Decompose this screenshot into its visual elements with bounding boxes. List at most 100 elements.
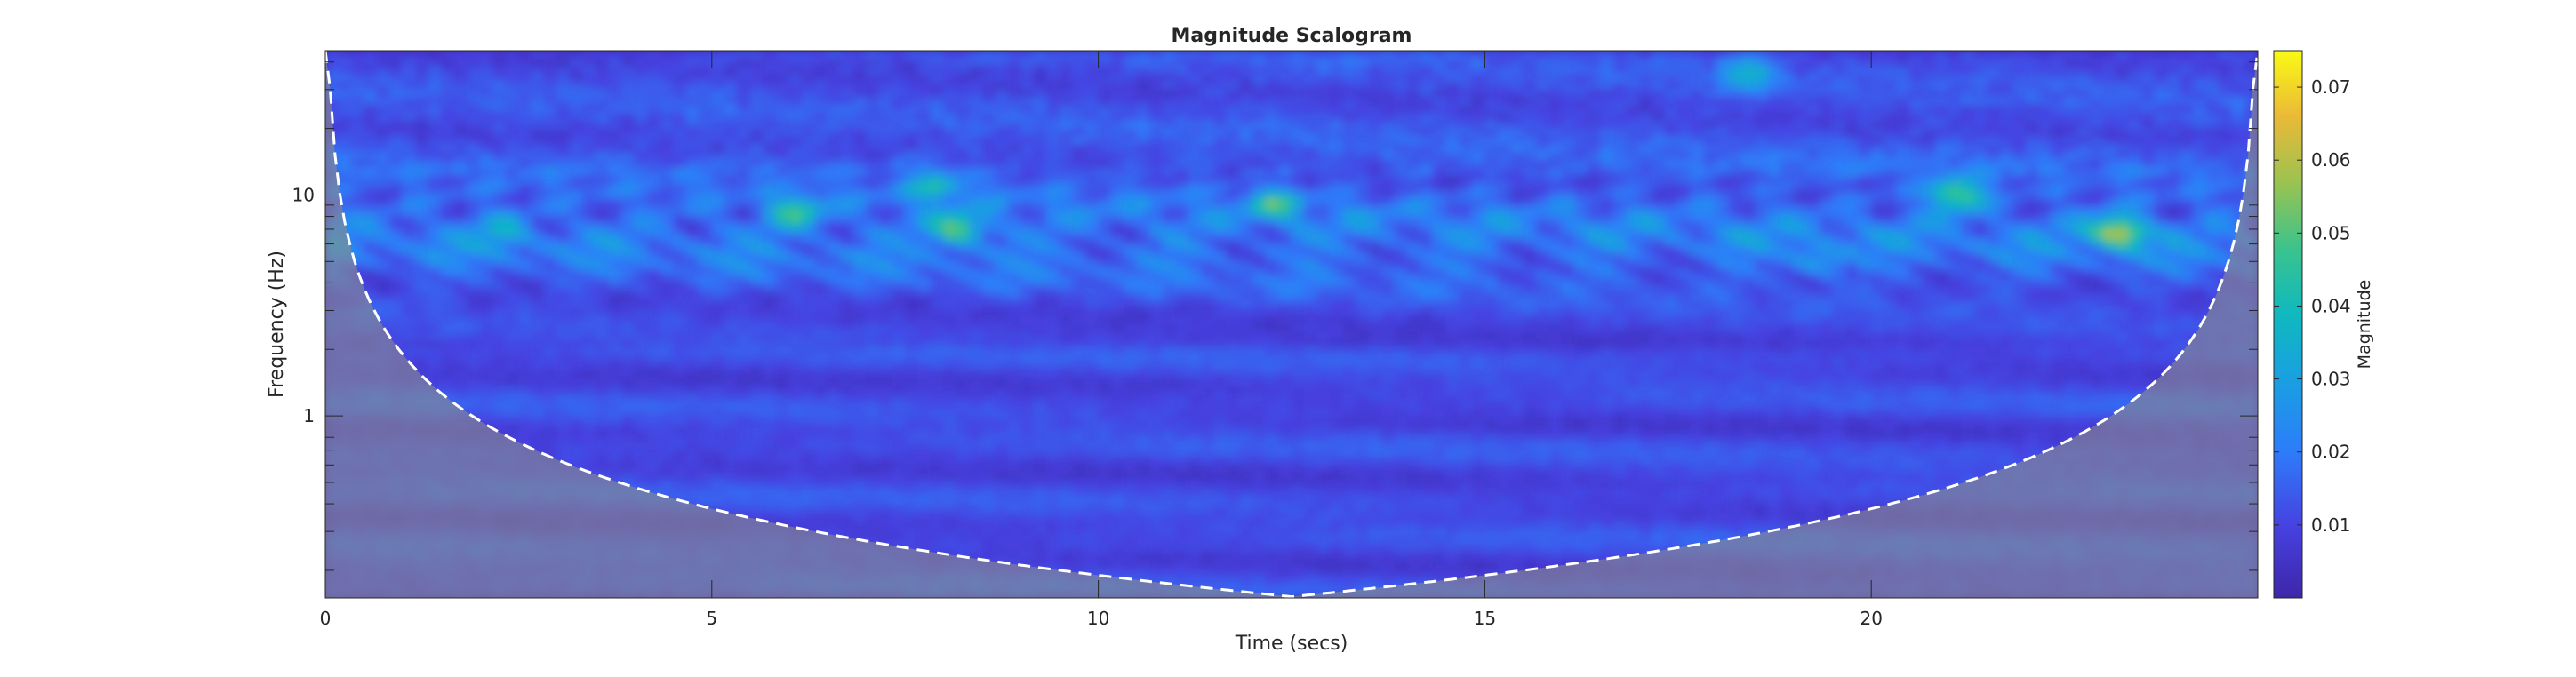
heatmap-cell <box>827 519 842 529</box>
heatmap-cell <box>840 58 854 68</box>
heatmap-cell <box>569 268 584 278</box>
heatmap-cell <box>517 315 532 325</box>
heatmap-cell <box>930 394 945 403</box>
heatmap-cell <box>1213 261 1228 270</box>
heatmap-cell <box>466 66 481 75</box>
heatmap-cell <box>995 425 1009 434</box>
heatmap-cell <box>698 464 713 474</box>
heatmap-cell <box>531 261 545 270</box>
heatmap-cell <box>1213 128 1228 138</box>
heatmap-cell <box>388 144 404 153</box>
heatmap-cell <box>376 206 390 216</box>
heatmap-cell <box>995 535 1009 544</box>
heatmap-cell <box>414 323 429 333</box>
heatmap-cell <box>543 354 558 364</box>
heatmap-cell <box>414 198 429 208</box>
heatmap-cell <box>531 190 545 200</box>
heatmap-cell <box>492 198 507 208</box>
heatmap-cell <box>1136 542 1151 552</box>
heatmap-cell <box>904 190 919 200</box>
heatmap-cell <box>698 402 713 411</box>
heatmap-cell <box>698 449 713 458</box>
heatmap-cell <box>556 253 571 263</box>
heatmap-cell <box>917 339 932 348</box>
heatmap-cell <box>1239 198 1254 208</box>
heatmap-cell <box>1110 175 1125 185</box>
heatmap-cell <box>866 441 880 450</box>
heatmap-cell <box>1110 190 1125 200</box>
heatmap-cell <box>814 206 828 216</box>
heatmap-cell <box>1046 112 1060 122</box>
heatmap-cell <box>376 292 390 302</box>
heatmap-cell <box>1020 433 1035 442</box>
heatmap-cell <box>749 386 764 395</box>
heatmap-cell <box>492 418 507 426</box>
heatmap-cell <box>775 206 790 216</box>
heatmap-cell <box>1149 402 1164 411</box>
heatmap-cell <box>634 58 648 68</box>
heatmap-cell <box>1188 394 1203 403</box>
heatmap-cell <box>866 175 880 185</box>
heatmap-cell <box>827 457 842 466</box>
heatmap-cell <box>956 222 971 231</box>
heatmap-cell <box>801 198 816 208</box>
heatmap-cell <box>892 464 906 474</box>
heatmap-cell <box>1213 144 1228 153</box>
heatmap-cell <box>685 167 700 177</box>
heatmap-cell <box>749 449 764 458</box>
heatmap-cell <box>672 418 687 426</box>
heatmap-cell <box>814 112 828 122</box>
heatmap-cell <box>917 276 932 286</box>
heatmap-cell <box>892 457 906 466</box>
heatmap-cell <box>737 136 751 146</box>
heatmap-cell <box>749 97 764 107</box>
heatmap-cell <box>1136 472 1151 482</box>
heatmap-cell <box>505 402 519 411</box>
heatmap-cell <box>1227 362 1241 372</box>
heatmap-cell <box>866 496 880 505</box>
heatmap-cell <box>582 105 596 114</box>
heatmap-cell <box>466 206 481 216</box>
heatmap-cell <box>840 362 854 372</box>
heatmap-cell <box>660 268 674 278</box>
heatmap-cell <box>453 73 468 83</box>
heatmap-cell <box>634 222 648 231</box>
heatmap-cell <box>646 97 661 107</box>
heatmap-cell <box>1084 362 1100 372</box>
heatmap-cell <box>376 97 390 107</box>
heatmap-cell <box>337 144 352 153</box>
heatmap-cell <box>969 480 983 490</box>
heatmap-cell <box>1098 307 1112 317</box>
heatmap-cell <box>453 237 468 247</box>
heatmap-cell <box>852 89 868 99</box>
heatmap-cell <box>1124 89 1138 99</box>
heatmap-cell <box>1059 268 1074 278</box>
heatmap-cell <box>1084 120 1100 130</box>
heatmap-cell <box>892 488 906 498</box>
heatmap-cell <box>969 261 983 270</box>
heatmap-cell <box>672 229 687 239</box>
heatmap-cell <box>1007 433 1022 442</box>
heatmap-cell <box>788 472 803 482</box>
heatmap-cell <box>595 300 610 309</box>
heatmap-cell <box>466 136 481 146</box>
heatmap-cell <box>917 378 932 387</box>
heatmap-cell <box>878 307 893 317</box>
heatmap-cell <box>1046 159 1060 169</box>
heatmap-cell <box>1072 488 1086 498</box>
heatmap-cell <box>763 284 777 294</box>
heatmap-cell <box>1175 574 1189 583</box>
heatmap-cell <box>543 214 558 224</box>
heatmap-cell <box>1098 441 1112 450</box>
heatmap-cell <box>1136 159 1151 169</box>
heatmap-cell <box>956 457 971 466</box>
heatmap-cell <box>556 378 571 387</box>
heatmap-cell <box>1110 81 1125 91</box>
heatmap-cell <box>943 284 957 294</box>
heatmap-cell <box>930 503 945 513</box>
heatmap-cell <box>685 73 700 83</box>
heatmap-cell <box>337 120 352 130</box>
heatmap-cell <box>1227 503 1241 513</box>
heatmap-cell <box>1175 206 1189 216</box>
heatmap-cell <box>1124 222 1138 231</box>
